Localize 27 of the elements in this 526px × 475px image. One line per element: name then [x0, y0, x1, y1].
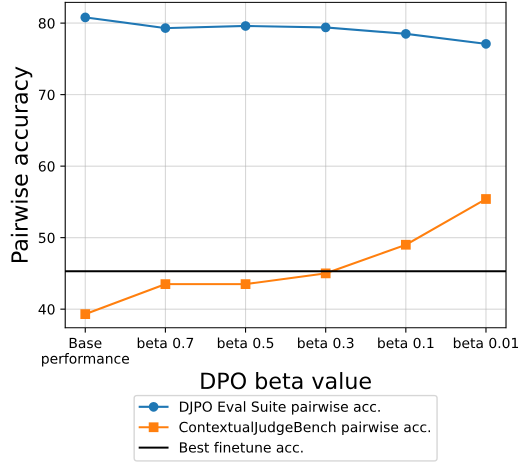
- point: [240, 279, 250, 289]
- y-tick-label: 80: [38, 18, 55, 29]
- y-tick-label: 60: [38, 161, 55, 172]
- point: [320, 22, 331, 32]
- point: [160, 23, 170, 33]
- x-tick-label: beta 0.1: [378, 337, 434, 348]
- y-axis-title: Pairwise accuracy: [10, 66, 32, 262]
- point: [240, 21, 250, 31]
- point: [80, 12, 90, 22]
- y-tick-label: 50: [38, 232, 55, 244]
- legend-label: DJPO Eval Suite pairwise acc.: [180, 401, 380, 415]
- point: [160, 279, 170, 289]
- point: [481, 38, 491, 49]
- x-tick-label: Base performance: [42, 338, 129, 366]
- point: [80, 309, 90, 320]
- x-tick-label: beta 0.5: [218, 337, 274, 348]
- point: [400, 240, 411, 250]
- x-tick-label: beta 0.01: [454, 337, 518, 348]
- x-tick-label: beta 0.3: [298, 337, 354, 348]
- point: [481, 194, 491, 204]
- y-tick-label: 70: [38, 90, 55, 100]
- y-tick-label: 40: [38, 304, 55, 315]
- point: [400, 28, 411, 39]
- x-axis-title: DPO beta value: [201, 372, 371, 390]
- legend-label: ContextualJudgeBench pairwise acc.: [179, 422, 430, 435]
- legend-label: Best finetune acc.: [180, 442, 303, 453]
- x-tick-label: beta 0.7: [138, 337, 194, 348]
